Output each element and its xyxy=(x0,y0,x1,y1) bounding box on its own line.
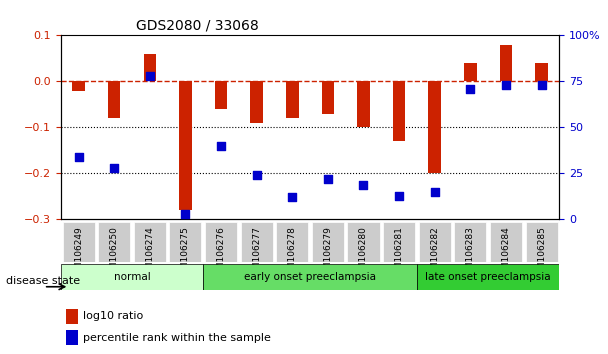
Text: GSM106280: GSM106280 xyxy=(359,226,368,281)
Bar xyxy=(286,81,299,118)
Bar xyxy=(417,264,559,290)
FancyBboxPatch shape xyxy=(241,222,272,262)
Point xyxy=(216,143,226,149)
Bar xyxy=(429,81,441,173)
FancyBboxPatch shape xyxy=(98,222,130,262)
Bar xyxy=(322,81,334,114)
Point xyxy=(537,82,547,88)
Text: disease state: disease state xyxy=(6,276,80,286)
FancyBboxPatch shape xyxy=(134,222,166,262)
Point xyxy=(252,172,261,178)
Point xyxy=(181,211,190,217)
Point xyxy=(466,86,475,92)
Text: GSM106277: GSM106277 xyxy=(252,226,261,281)
FancyBboxPatch shape xyxy=(383,222,415,262)
Bar xyxy=(250,81,263,123)
Text: GSM106279: GSM106279 xyxy=(323,226,333,281)
Point xyxy=(430,189,440,195)
Text: GSM106284: GSM106284 xyxy=(502,226,511,281)
Text: GSM106274: GSM106274 xyxy=(145,226,154,281)
FancyBboxPatch shape xyxy=(419,222,451,262)
Text: GSM106282: GSM106282 xyxy=(430,226,439,281)
FancyBboxPatch shape xyxy=(205,222,237,262)
Text: GSM106278: GSM106278 xyxy=(288,226,297,281)
FancyBboxPatch shape xyxy=(490,222,522,262)
Bar xyxy=(464,63,477,81)
Bar xyxy=(108,81,120,118)
Text: normal: normal xyxy=(114,272,150,282)
FancyBboxPatch shape xyxy=(170,222,201,262)
Point xyxy=(288,195,297,200)
FancyBboxPatch shape xyxy=(276,222,308,262)
Point xyxy=(145,73,154,79)
FancyBboxPatch shape xyxy=(312,222,344,262)
Bar xyxy=(66,309,78,324)
Bar xyxy=(203,264,417,290)
Text: early onset preeclampsia: early onset preeclampsia xyxy=(244,272,376,282)
Text: GDS2080 / 33068: GDS2080 / 33068 xyxy=(136,19,258,33)
Text: GSM106250: GSM106250 xyxy=(109,226,119,281)
Bar xyxy=(215,81,227,109)
Point xyxy=(394,193,404,198)
Text: GSM106275: GSM106275 xyxy=(181,226,190,281)
Point xyxy=(74,154,83,160)
Text: percentile rank within the sample: percentile rank within the sample xyxy=(83,332,271,343)
FancyBboxPatch shape xyxy=(525,222,558,262)
Text: GSM106276: GSM106276 xyxy=(216,226,226,281)
Bar xyxy=(143,54,156,81)
Bar xyxy=(358,81,370,127)
Bar xyxy=(393,81,406,141)
Text: GSM106249: GSM106249 xyxy=(74,226,83,281)
Point xyxy=(359,182,368,187)
FancyBboxPatch shape xyxy=(454,222,486,262)
Text: late onset preeclampsia: late onset preeclampsia xyxy=(426,272,551,282)
Bar xyxy=(72,81,85,91)
Text: GSM106283: GSM106283 xyxy=(466,226,475,281)
Point xyxy=(323,176,333,182)
Point xyxy=(501,82,511,88)
FancyBboxPatch shape xyxy=(63,222,95,262)
Bar xyxy=(500,45,512,81)
Text: GSM106285: GSM106285 xyxy=(537,226,546,281)
Bar xyxy=(179,81,192,210)
Bar xyxy=(61,264,203,290)
Text: log10 ratio: log10 ratio xyxy=(83,311,143,321)
Bar xyxy=(66,330,78,345)
Text: GSM106281: GSM106281 xyxy=(395,226,404,281)
Point xyxy=(109,165,119,171)
FancyBboxPatch shape xyxy=(347,222,379,262)
Bar xyxy=(535,63,548,81)
